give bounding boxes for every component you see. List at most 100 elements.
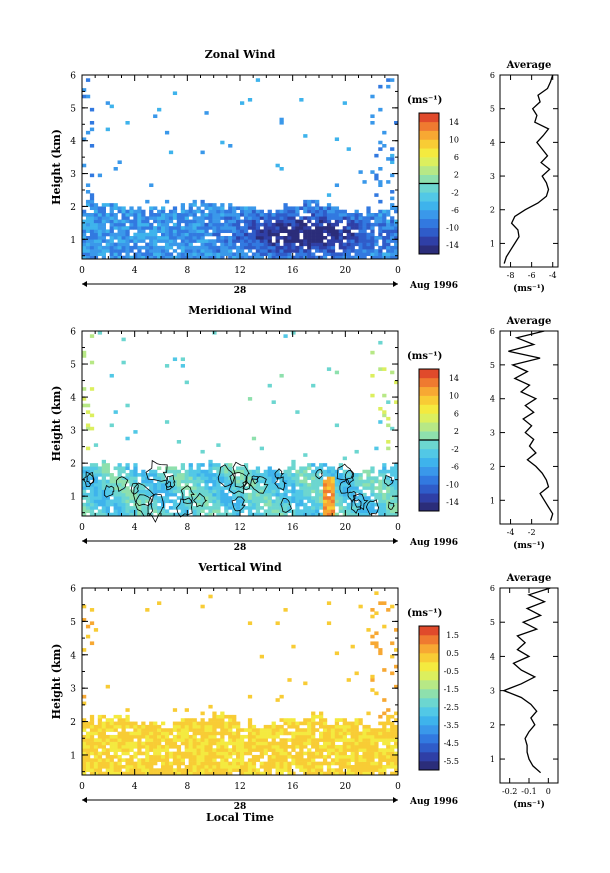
heatmap-cell	[315, 492, 320, 497]
heatmap-cell	[145, 761, 150, 766]
heatmap-cell	[358, 512, 363, 517]
heatmap-cell	[82, 771, 87, 776]
heatmap-cell	[287, 724, 292, 729]
heatmap-cell	[208, 768, 213, 772]
heatmap-cell	[354, 744, 359, 749]
heatmap-cell	[216, 744, 221, 749]
heatmap-cell	[386, 496, 391, 500]
heatmap-cell	[386, 718, 391, 722]
heatmap-cell	[394, 509, 399, 513]
heatmap-cell	[149, 506, 154, 510]
heatmap-cell	[105, 499, 110, 504]
heatmap-cell	[168, 476, 174, 480]
heatmap-cell	[117, 473, 122, 477]
heatmap-cell	[172, 492, 178, 497]
heatmap-cell	[113, 203, 118, 207]
heatmap-cell	[232, 219, 237, 224]
heatmap-cell	[394, 232, 399, 237]
heatmap-cell	[291, 744, 296, 749]
heatmap-cell	[394, 648, 399, 652]
heatmap-cell	[153, 239, 158, 243]
heatmap-cell	[133, 768, 138, 772]
heatmap-cell	[141, 252, 146, 257]
heatmap-cell	[247, 232, 253, 237]
heatmap-cell	[157, 724, 162, 729]
heatmap-cell	[243, 229, 249, 234]
heatmap-cell	[212, 506, 217, 510]
heatmap-cell	[287, 771, 292, 776]
heatmap-cell	[109, 104, 114, 109]
heatmap-cell	[208, 754, 213, 759]
heatmap-cell	[153, 768, 158, 772]
heatmap-cell	[338, 213, 343, 217]
heatmap-cell	[164, 741, 170, 746]
heatmap-cell	[125, 229, 130, 234]
heatmap-cell	[113, 410, 118, 414]
heatmap-cell	[129, 239, 134, 243]
heatmap-cell	[109, 771, 114, 776]
heatmap-cell	[133, 741, 138, 746]
heatmap-cell	[366, 738, 371, 742]
heatmap-cell	[267, 255, 272, 260]
heatmap-cell	[137, 486, 142, 490]
heatmap-cell	[192, 509, 197, 513]
heatmap-cell	[315, 476, 320, 480]
heatmap-cell	[121, 748, 126, 752]
heatmap-cell	[93, 748, 99, 752]
heatmap-cell	[275, 482, 280, 487]
heatmap-cell	[307, 473, 312, 477]
heatmap-cell	[271, 226, 276, 230]
heatmap-cell	[184, 479, 189, 484]
heatmap-cell	[228, 479, 233, 484]
heatmap-cell	[311, 479, 316, 484]
heatmap-cell	[378, 249, 383, 253]
heatmap-cell	[137, 239, 142, 243]
heatmap-cell	[109, 239, 114, 243]
heatmap-cell	[330, 226, 336, 230]
heatmap-cell	[251, 496, 257, 500]
heatmap-cell	[240, 473, 245, 477]
heatmap-cell	[362, 219, 367, 224]
heatmap-cell	[334, 499, 340, 504]
heatmap-cell	[89, 466, 95, 471]
heatmap-cell	[240, 226, 245, 230]
heatmap-cell	[362, 724, 367, 729]
heatmap-cell	[240, 213, 245, 217]
heatmap-cell	[161, 758, 166, 762]
heatmap-cell	[322, 469, 328, 474]
heatmap-cell	[247, 479, 253, 484]
heatmap-cell	[303, 226, 308, 230]
heatmap-cell	[390, 236, 395, 240]
heatmap-cell	[129, 771, 134, 776]
heatmap-cell	[358, 249, 363, 253]
heatmap-cell	[240, 741, 245, 746]
heatmap-cell	[366, 226, 371, 230]
heatmap-cell	[330, 502, 336, 507]
heatmap-cell	[220, 213, 225, 217]
heatmap-cell	[176, 764, 182, 769]
heatmap-cell	[188, 226, 193, 230]
heatmap-cell	[208, 758, 213, 762]
heatmap-cell	[133, 512, 138, 517]
heatmap-cell	[82, 761, 87, 766]
heatmap-cell	[212, 222, 217, 227]
heatmap-cell	[89, 492, 95, 497]
heatmap-cell	[196, 509, 201, 513]
heatmap-cell	[283, 219, 288, 224]
heatmap-cell	[259, 245, 264, 250]
heatmap-cell	[279, 751, 284, 756]
heatmap-cell	[172, 239, 178, 243]
heatmap-cell	[354, 236, 359, 240]
heatmap-cell	[247, 226, 253, 230]
heatmap-cell	[236, 476, 241, 480]
heatmap-cell	[378, 469, 383, 474]
heatmap-cell	[378, 502, 383, 507]
heatmap-cell	[220, 479, 225, 484]
heatmap-cell	[370, 634, 375, 639]
heatmap-cell	[208, 239, 213, 243]
heatmap-cell	[85, 473, 91, 477]
heatmap-cell	[161, 479, 166, 484]
heatmap-cell	[275, 621, 280, 626]
heatmap-cell	[394, 502, 399, 507]
heatmap-cell	[105, 754, 110, 759]
